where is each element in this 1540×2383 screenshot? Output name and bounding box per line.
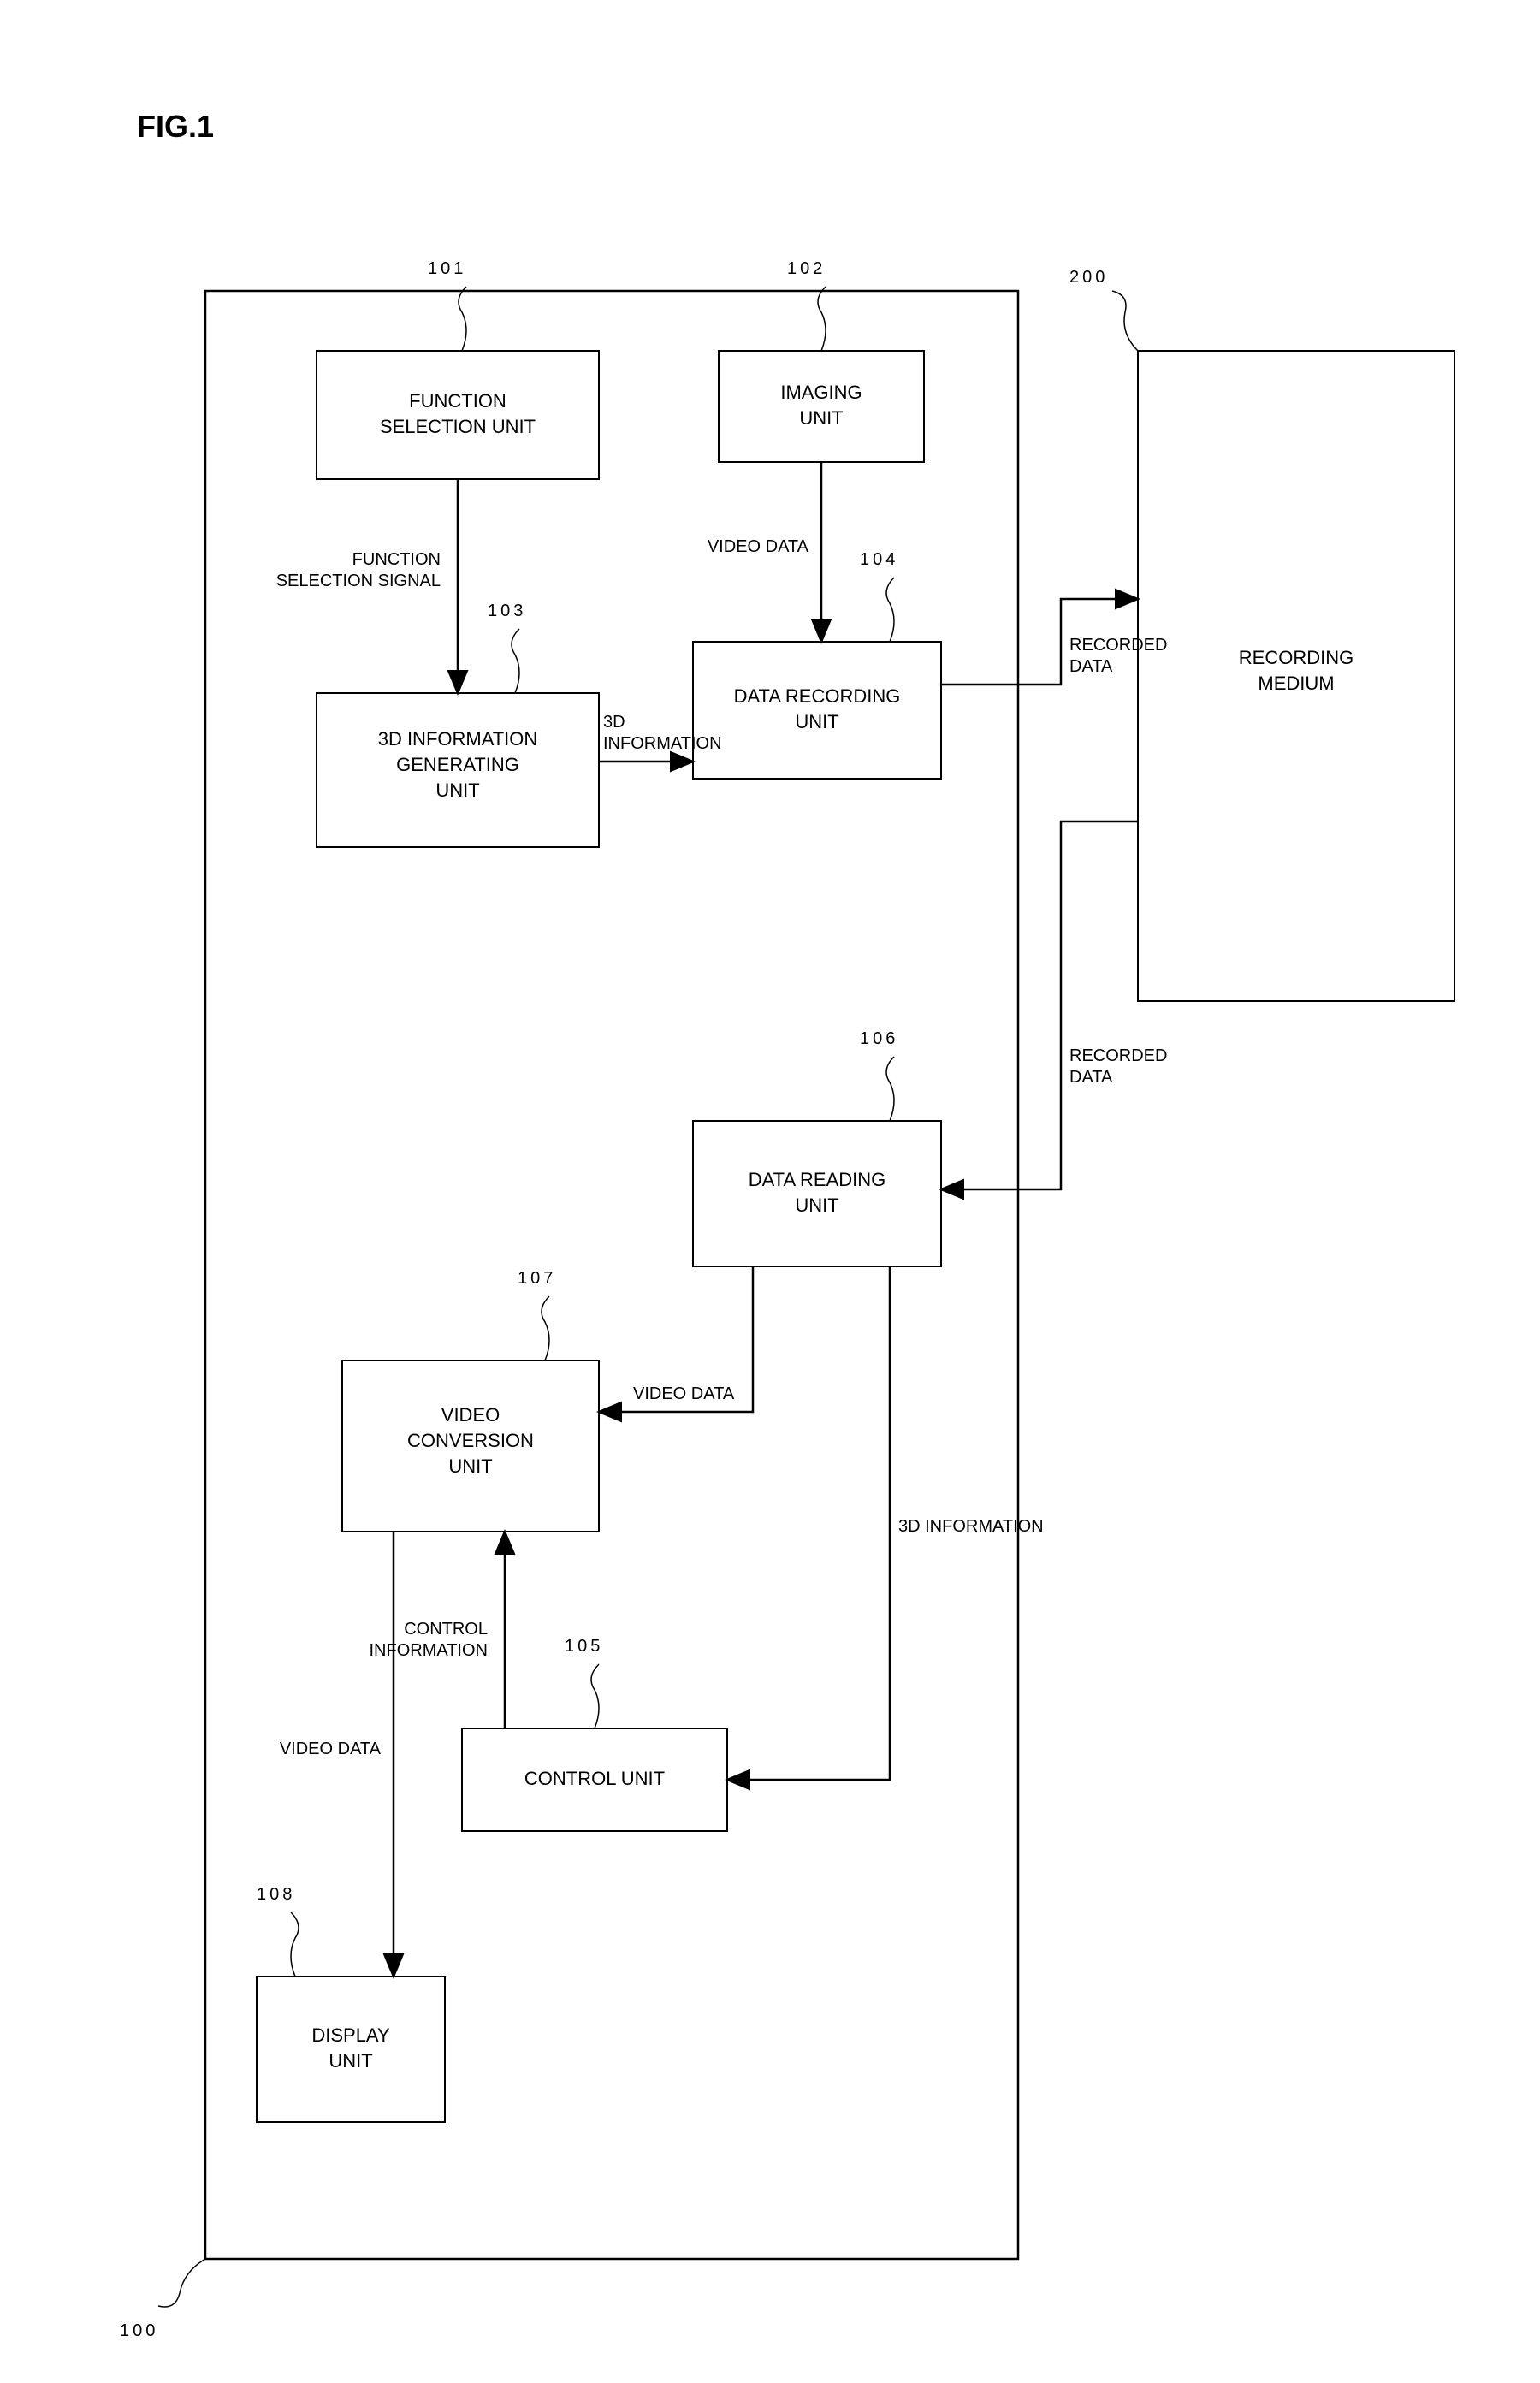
leader-101 bbox=[459, 287, 466, 351]
edge-label-recdata-1: RECORDED bbox=[1069, 636, 1167, 655]
node-id-101: 101 bbox=[428, 259, 466, 278]
edge-label-infogen-2: INFORMATION bbox=[603, 734, 722, 753]
info-gen-label-1: 3D INFORMATION bbox=[378, 728, 538, 750]
node-id-102: 102 bbox=[787, 259, 826, 278]
node-id-107: 107 bbox=[518, 1269, 556, 1288]
block-diagram: FIG.1 100 RECORDING MEDIUM 200 FUNCTION … bbox=[34, 34, 1506, 2344]
node-id-105: 105 bbox=[565, 1637, 603, 1656]
leader-107 bbox=[542, 1296, 549, 1360]
data-reading-label-1: DATA READING bbox=[749, 1169, 886, 1190]
figure-title: FIG.1 bbox=[137, 109, 214, 144]
node-id-103: 103 bbox=[488, 602, 526, 620]
edge-label-recdata2-1: RECORDED bbox=[1069, 1046, 1167, 1065]
function-selection-label-1: FUNCTION bbox=[409, 390, 506, 412]
container-id-100: 100 bbox=[120, 2321, 158, 2340]
edge-medium-reading bbox=[943, 821, 1138, 1189]
leader-100 bbox=[158, 2259, 205, 2307]
edge-label-3dinfo-1: 3D INFORMATION bbox=[898, 1517, 1044, 1536]
edge-label-funcsel-1: FUNCTION bbox=[352, 550, 441, 569]
leader-106 bbox=[886, 1057, 894, 1121]
leader-104 bbox=[886, 578, 894, 642]
edge-label-videodata2-1: VIDEO DATA bbox=[280, 1740, 382, 1758]
edge-label-recdata2-2: DATA bbox=[1069, 1068, 1113, 1087]
recording-medium-label-2: MEDIUM bbox=[1258, 673, 1334, 694]
display-label-2: UNIT bbox=[329, 2050, 372, 2072]
data-recording-label-1: DATA RECORDING bbox=[734, 685, 901, 707]
edge-label-funcsel-2: SELECTION SIGNAL bbox=[276, 572, 441, 590]
edge-label-infogen-1: 3D bbox=[603, 713, 625, 732]
edge-label-videodata-1: VIDEO DATA bbox=[633, 1384, 735, 1403]
video-conv-label-2: CONVERSION bbox=[407, 1430, 534, 1451]
info-gen-label-3: UNIT bbox=[435, 780, 479, 801]
leader-200 bbox=[1112, 291, 1138, 351]
data-recording-label-2: UNIT bbox=[795, 711, 838, 732]
edge-label-ctrlinfo-2: INFORMATION bbox=[369, 1641, 488, 1660]
imaging-label-2: UNIT bbox=[799, 407, 843, 429]
leader-105 bbox=[591, 1664, 599, 1728]
edge-label-imaging-1: VIDEO DATA bbox=[708, 537, 809, 556]
display-label-1: DISPLAY bbox=[311, 2024, 390, 2046]
leader-103 bbox=[512, 629, 519, 693]
node-id-106: 106 bbox=[860, 1029, 898, 1048]
edge-label-recdata-2: DATA bbox=[1069, 657, 1113, 676]
node-id-104: 104 bbox=[860, 550, 898, 569]
leader-102 bbox=[818, 287, 826, 351]
data-reading-label-2: UNIT bbox=[795, 1194, 838, 1216]
info-gen-label-2: GENERATING bbox=[396, 754, 519, 775]
leader-108 bbox=[291, 1912, 299, 1977]
container-id-200: 200 bbox=[1069, 268, 1108, 287]
video-conv-label-1: VIDEO bbox=[441, 1404, 500, 1426]
control-label-1: CONTROL UNIT bbox=[524, 1768, 665, 1789]
video-conv-label-3: UNIT bbox=[448, 1455, 492, 1477]
node-id-108: 108 bbox=[257, 1885, 295, 1904]
imaging-label-1: IMAGING bbox=[780, 382, 862, 403]
function-selection-label-2: SELECTION UNIT bbox=[380, 416, 536, 437]
edge-label-ctrlinfo-1: CONTROL bbox=[404, 1620, 488, 1639]
recording-medium-label-1: RECORDING bbox=[1239, 647, 1353, 668]
